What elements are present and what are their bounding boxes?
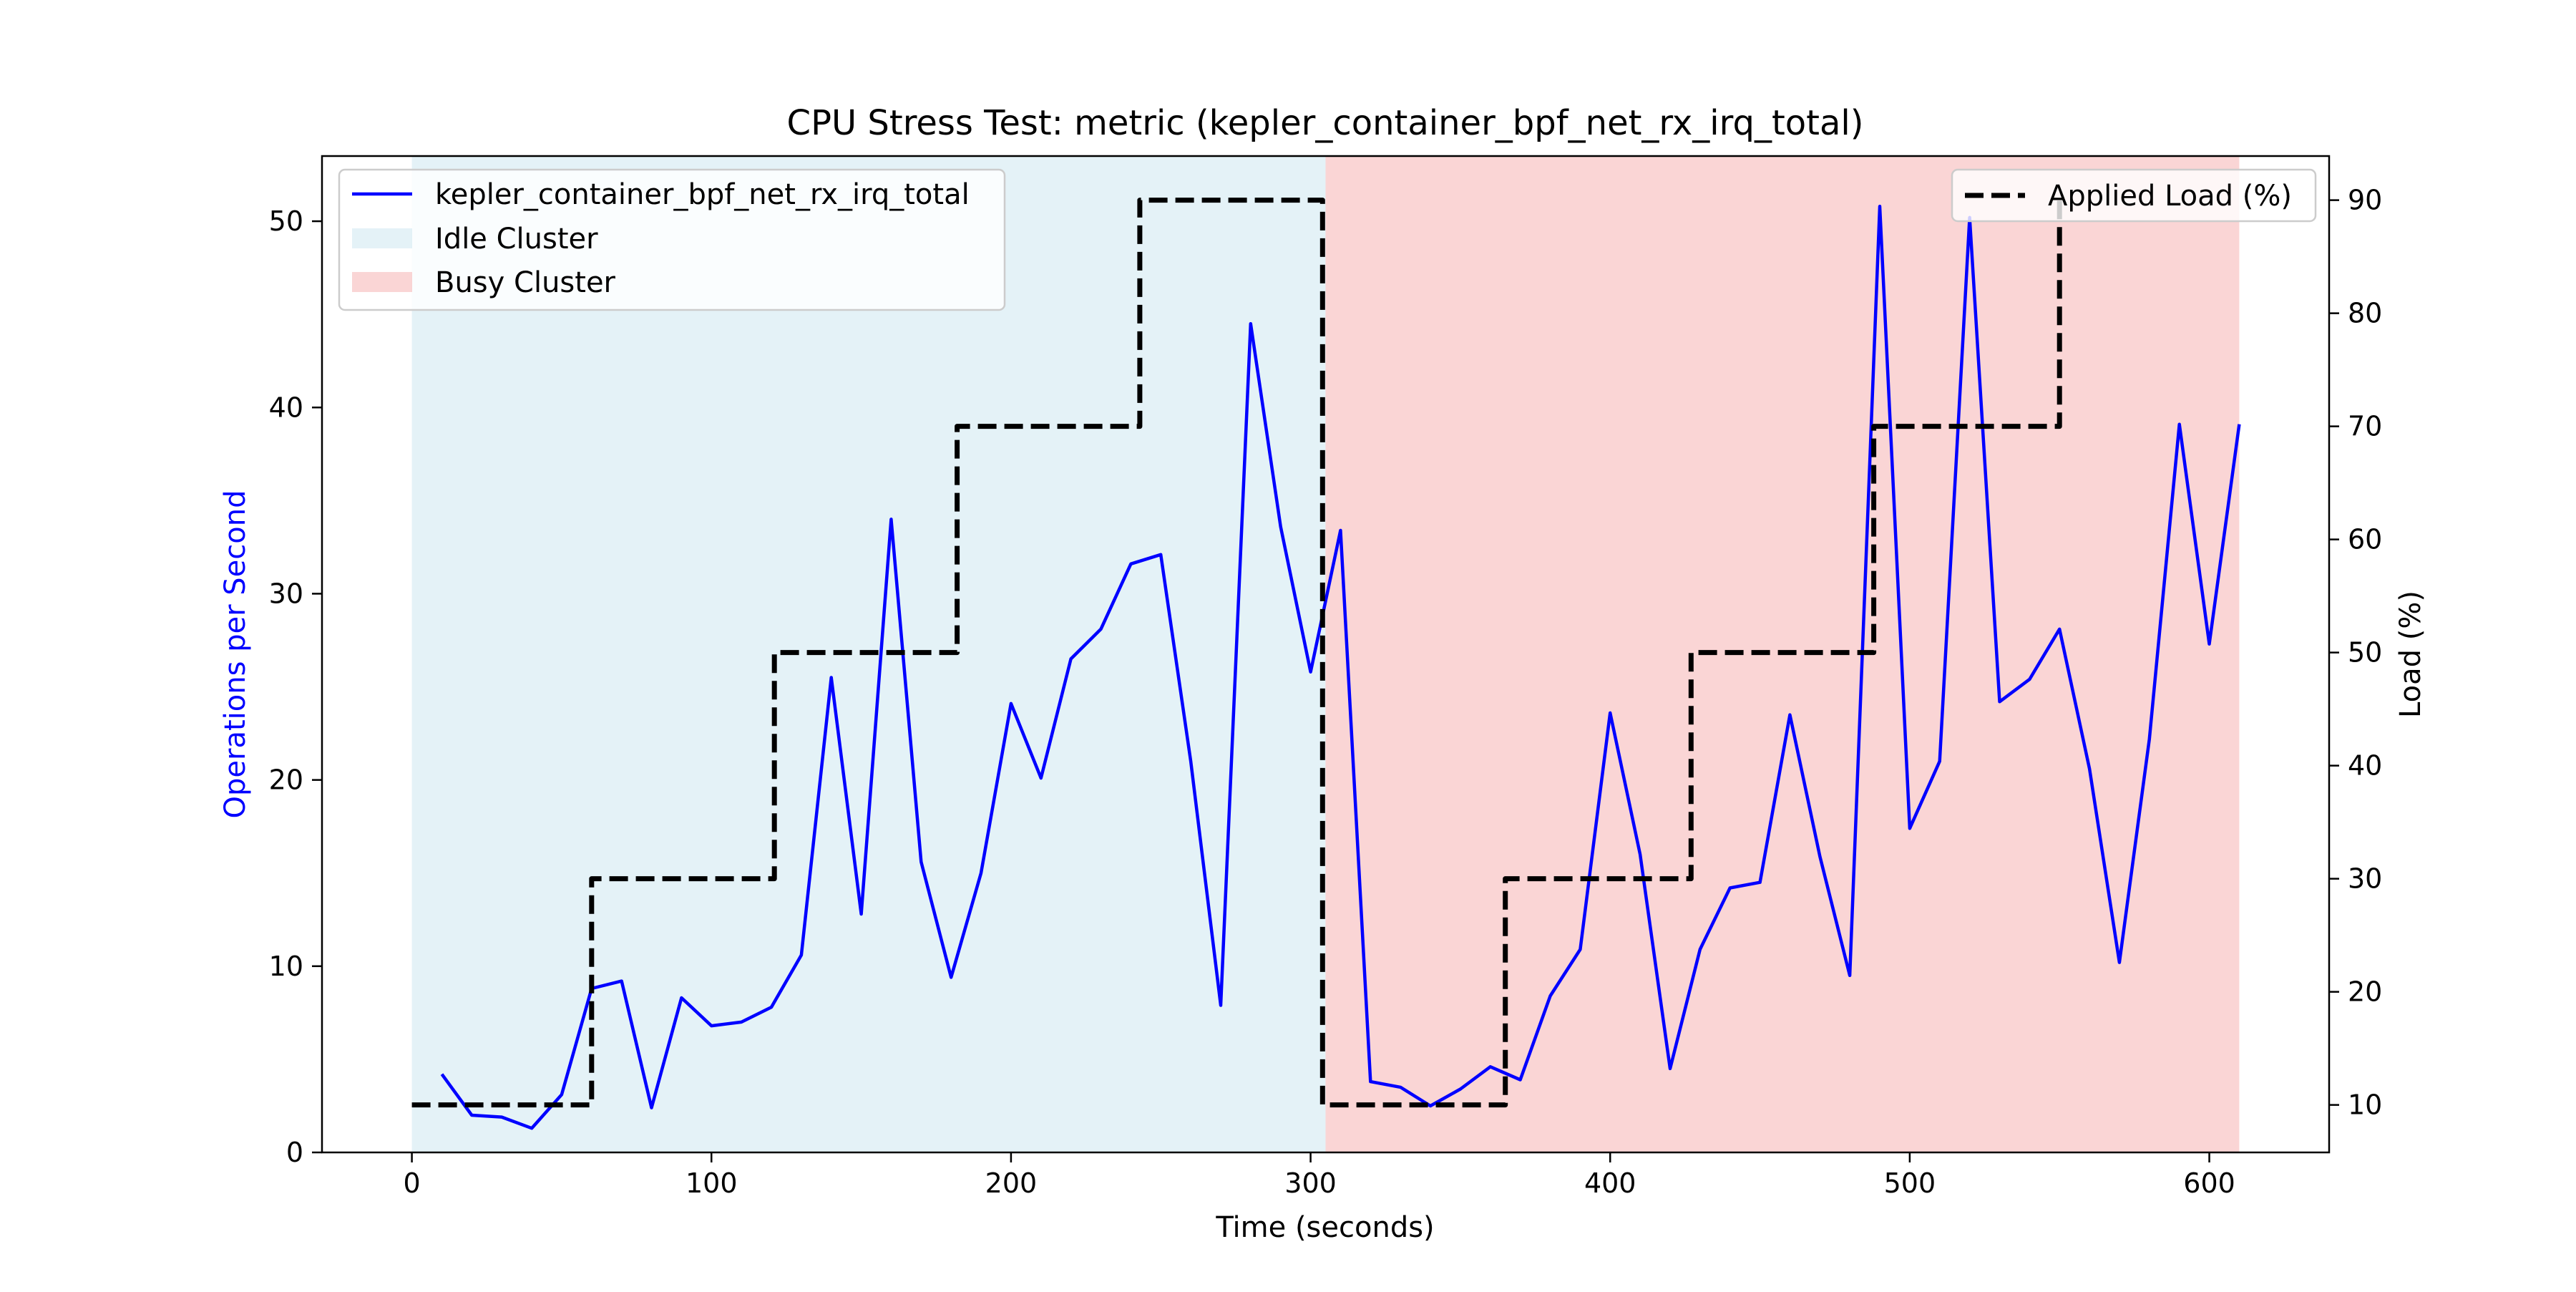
x-tick-label: 500 [1884,1167,1936,1199]
y-axis-left: 0 10 20 30 40 50 [269,205,322,1168]
y-right-tick-label: 20 [2348,976,2382,1008]
y-left-tick-label: 40 [269,392,303,423]
x-axis: 0 100 200 300 400 500 600 [404,1152,2235,1199]
y-axis-label-right: Load (%) [2394,591,2427,718]
y-left-tick-label: 50 [269,205,303,237]
x-tick-label: 400 [1584,1167,1636,1199]
chart-title: CPU Stress Test: metric (kepler_containe… [787,103,1864,143]
plot-frame [321,155,2331,1154]
metric-series-line [440,205,2241,1130]
y-right-tick-label: 60 [2348,524,2382,555]
legend-left: kepler_container_bpf_net_rx_irq_total Idl… [338,168,1006,311]
x-axis-label: Time (seconds) [1215,1211,1434,1244]
series-layer [411,198,2241,1130]
legend-right: Applied Load (%) [1951,168,2317,223]
y-right-tick-label: 70 [2348,411,2382,442]
y-right-tick-label: 30 [2348,863,2382,895]
y-right-tick-label: 80 [2348,298,2382,329]
y-left-tick-label: 10 [269,951,303,982]
x-tick-label: 200 [985,1167,1038,1199]
legend-right-frame [1951,168,2317,223]
y-right-tick-label: 40 [2348,750,2382,782]
legend-entry-busy-label: Busy Cluster [435,266,616,299]
y-right-tick-label: 10 [2348,1089,2382,1121]
x-tick-label: 300 [1284,1167,1337,1199]
x-tick-label: 600 [2183,1167,2235,1199]
legend-entry-metric-label: kepler_container_bpf_net_rx_irq_total [435,178,970,211]
x-tick-label: 0 [404,1167,421,1199]
legend-entry-busy-swatch [352,272,412,292]
legend-entry-idle-label: Idle Cluster [435,223,598,256]
legend-entry-idle-swatch [352,228,412,248]
y-right-tick-label: 90 [2348,185,2382,216]
legend-entry-load-label: Applied Load (%) [2048,180,2292,213]
y-left-tick-label: 30 [269,578,303,609]
y-left-tick-label: 0 [286,1137,303,1168]
legend-left-frame [338,168,1006,311]
y-axis-label-left: Operations per Second [219,490,252,819]
y-axis-right: 10 20 30 40 50 60 70 80 90 [2329,185,2382,1121]
y-right-tick-label: 50 [2348,637,2382,669]
x-tick-label: 100 [686,1167,738,1199]
applied-load-line [411,198,2062,1108]
y-left-tick-label: 20 [269,764,303,796]
